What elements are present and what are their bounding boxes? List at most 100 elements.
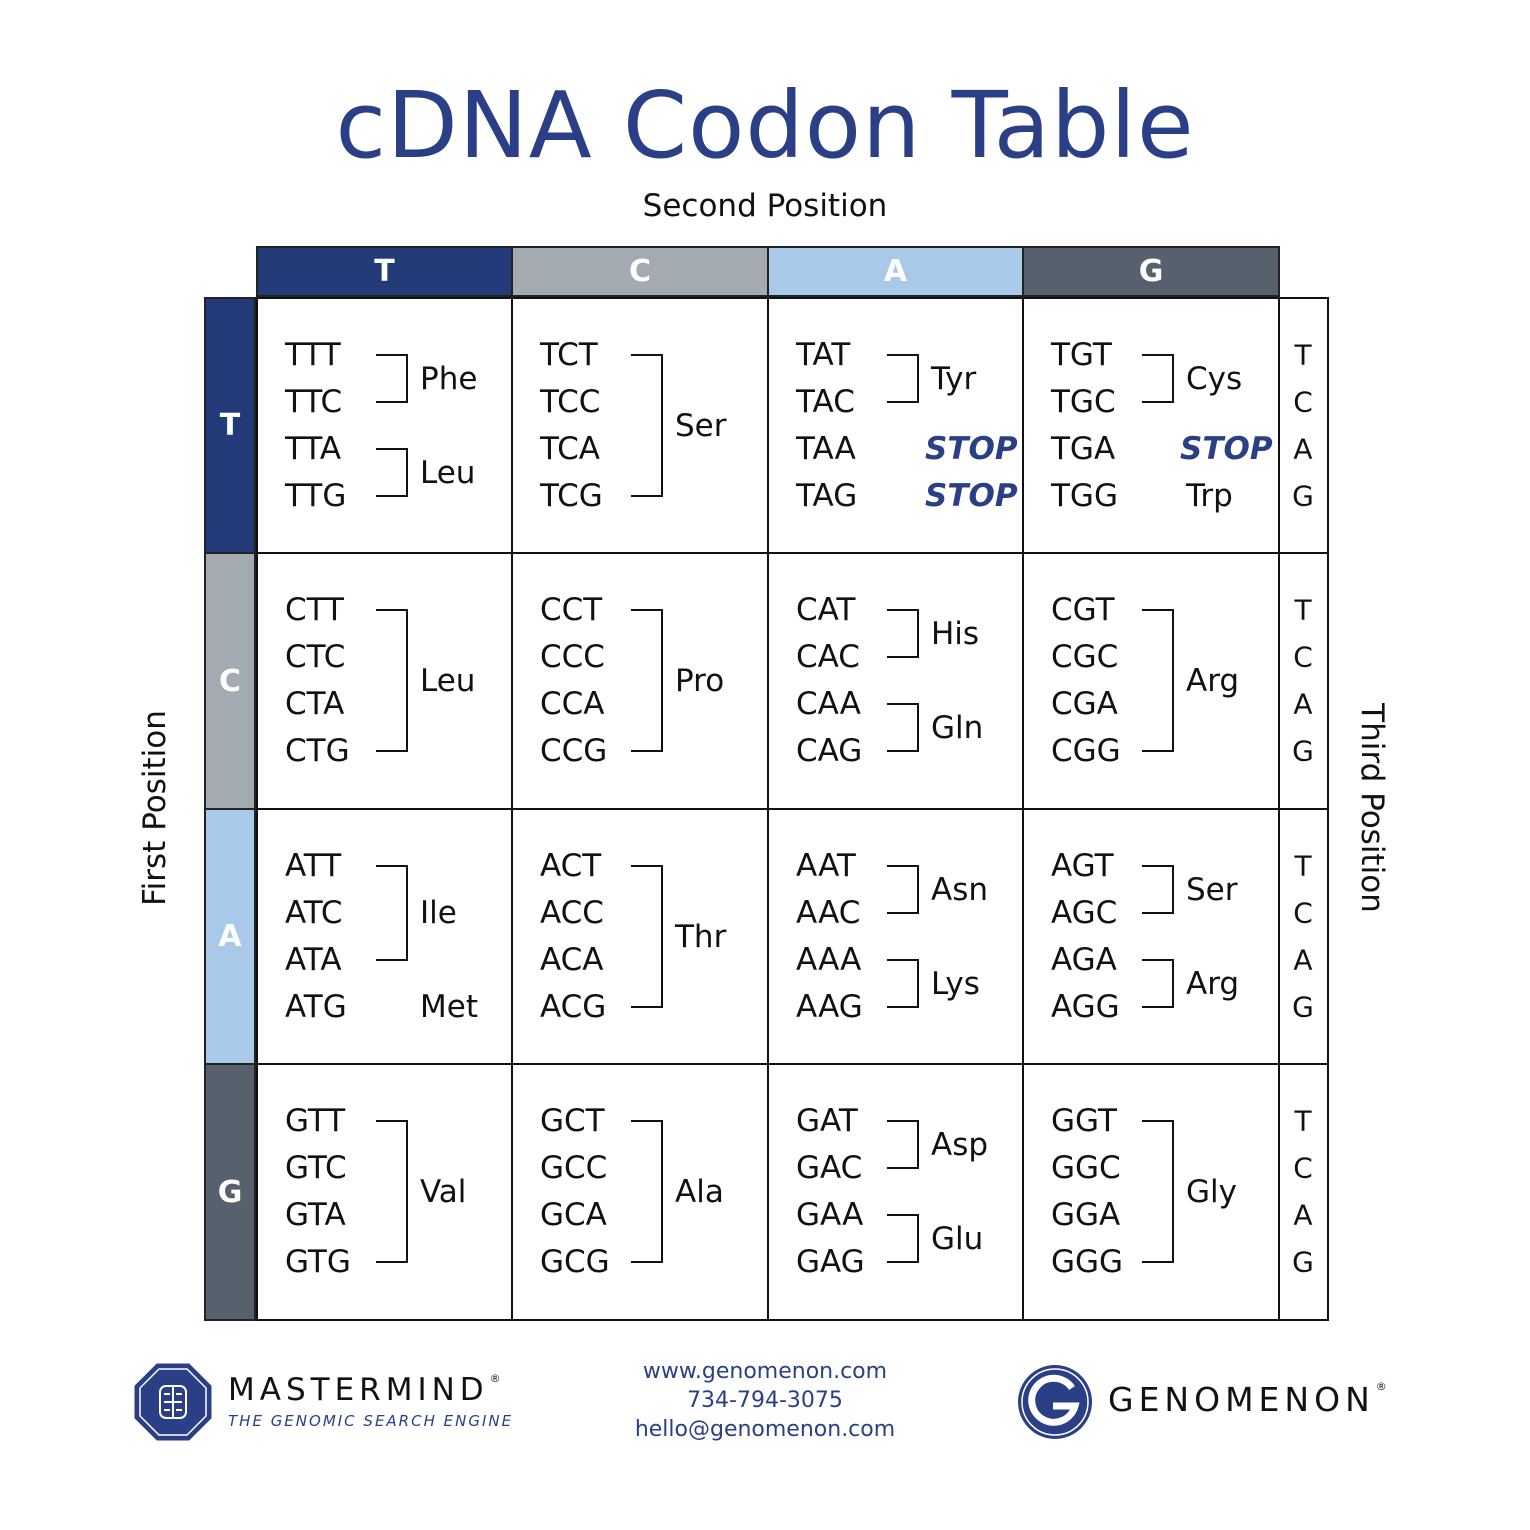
codon: AGG	[1051, 989, 1120, 1025]
amino-acid-label: Arg	[1186, 662, 1240, 699]
codon: GCC	[540, 1150, 608, 1186]
bracket	[376, 354, 408, 403]
amino-acid-label: Ser	[1186, 871, 1238, 908]
bracket	[631, 865, 663, 1008]
bracket	[1142, 959, 1174, 1008]
phone-number: 734-794-3075	[687, 1388, 843, 1413]
codon: CCC	[540, 639, 605, 675]
bracket	[887, 959, 919, 1008]
codon-cell	[511, 552, 769, 810]
codon-cell	[511, 808, 769, 1065]
codon: CAT	[796, 592, 856, 628]
genomenon-registered: ®	[1375, 1380, 1387, 1393]
amino-acid-label: Val	[420, 1173, 467, 1210]
codon-cell	[256, 808, 513, 1065]
codon: GGA	[1051, 1197, 1121, 1233]
codon: CAG	[796, 733, 863, 769]
codon: ACA	[540, 942, 604, 978]
first-position-label: First Position	[137, 710, 173, 906]
codon: TCT	[540, 337, 598, 373]
codon: TAA	[796, 431, 856, 467]
amino-acid-label: Phe	[420, 360, 478, 397]
codon-cell	[1022, 808, 1280, 1065]
bracket	[887, 609, 919, 658]
mastermind-octagon-icon	[134, 1363, 212, 1441]
codon: AAC	[796, 895, 861, 931]
third-position-cell	[1278, 552, 1329, 810]
codon: CCG	[540, 733, 608, 769]
codon: ATT	[285, 848, 342, 884]
third-position-label: Third Position	[1354, 703, 1390, 913]
codon: GGC	[1051, 1150, 1121, 1186]
website-link[interactable]: www.genomenon.com	[642, 1359, 888, 1384]
third-position-base-A: A	[1293, 687, 1313, 721]
genomenon-name: GENOMENON	[1108, 1380, 1375, 1419]
stop-label: STOP	[925, 478, 1018, 514]
first-position-header-T: T	[204, 297, 256, 554]
codon: GTA	[285, 1197, 346, 1233]
amino-acid-label: Glu	[931, 1220, 984, 1257]
codon: AGA	[1051, 942, 1117, 978]
first-position-header-C: C	[204, 552, 256, 810]
codon: GAC	[796, 1150, 863, 1186]
third-position-base-T: T	[1294, 338, 1312, 372]
codon: ACT	[540, 848, 602, 884]
codon: AGC	[1051, 895, 1118, 931]
amino-acid-label: Met	[420, 989, 478, 1025]
codon: TAC	[796, 384, 855, 420]
codon: TTG	[285, 478, 347, 514]
amino-acid-label: Arg	[1186, 965, 1240, 1002]
codon: ATC	[285, 895, 343, 931]
codon: TCA	[540, 431, 600, 467]
amino-acid-label: Ser	[675, 407, 727, 444]
third-position-base-G: G	[1292, 479, 1314, 513]
third-position-base-T: T	[1294, 849, 1312, 883]
third-position-base-A: A	[1293, 1198, 1313, 1232]
codon: CTC	[285, 639, 346, 675]
codon: GAT	[796, 1103, 858, 1139]
codon: CTT	[285, 592, 344, 628]
bracket	[376, 1120, 408, 1263]
codon-cell	[1022, 297, 1280, 554]
codon-cell	[1022, 552, 1280, 810]
genomenon-wordmark: GENOMENON®	[1108, 1380, 1387, 1426]
codon-cell	[511, 297, 769, 554]
codon-cell	[511, 1063, 769, 1321]
first-position-header-A: A	[204, 808, 256, 1065]
third-position-base-T: T	[1294, 1104, 1312, 1138]
email-link[interactable]: hello@genomenon.com	[634, 1417, 896, 1442]
codon: CAC	[796, 639, 860, 675]
amino-acid-label: Pro	[675, 662, 725, 699]
bracket	[1142, 1120, 1174, 1263]
codon: ACG	[540, 989, 607, 1025]
amino-acid-label: His	[931, 615, 980, 652]
codon-cell	[256, 552, 513, 810]
codon: TTA	[285, 431, 342, 467]
second-position-header-C: C	[511, 246, 769, 297]
bracket	[887, 354, 919, 403]
third-position-cell	[1278, 297, 1329, 554]
mastermind-wordmark: MASTERMIND®	[228, 1372, 501, 1413]
codon: GTT	[285, 1103, 346, 1139]
mastermind-name: MASTERMIND	[228, 1372, 489, 1408]
codon: TCC	[540, 384, 601, 420]
genomenon-g-icon	[1018, 1365, 1092, 1439]
bracket	[1142, 865, 1174, 914]
third-position-base-C: C	[1293, 640, 1313, 674]
codon: CAA	[796, 686, 861, 722]
codon: GAG	[796, 1244, 865, 1280]
amino-acid-label: Gln	[931, 709, 984, 746]
codon: CCA	[540, 686, 605, 722]
codon: TGC	[1051, 384, 1116, 420]
codon: GTG	[285, 1244, 351, 1280]
amino-acid-label: Tyr	[931, 360, 977, 397]
bracket	[631, 1120, 663, 1263]
codon: GGG	[1051, 1244, 1124, 1280]
third-position-base-A: A	[1293, 432, 1313, 466]
amino-acid-label: Leu	[420, 454, 476, 491]
second-position-header-A: A	[767, 246, 1024, 297]
third-position-base-G: G	[1292, 990, 1314, 1024]
codon: TCG	[540, 478, 603, 514]
amino-acid-label: Ile	[420, 895, 457, 931]
third-position-base-C: C	[1293, 896, 1313, 930]
